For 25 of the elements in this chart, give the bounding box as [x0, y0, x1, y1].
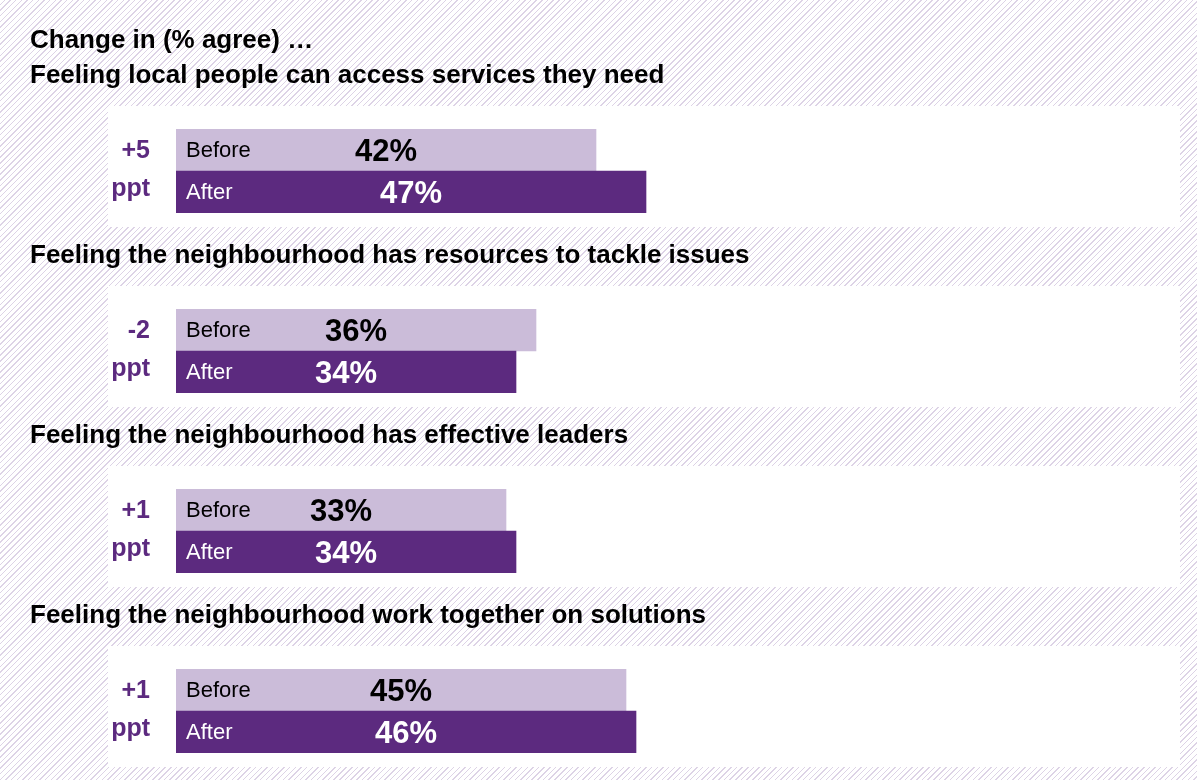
chart-title: Feeling the neighbourhood work together on solutions	[29, 598, 707, 631]
text: -2 ppt	[110, 314, 150, 383]
data-label: 42%	[354, 132, 418, 168]
category-label: After	[186, 539, 233, 565]
text: +1 ppt	[110, 674, 150, 743]
data-label: 34%	[314, 534, 378, 570]
data-label: 46%	[374, 714, 438, 750]
category-label: After	[186, 719, 233, 745]
text: +1 ppt	[110, 494, 150, 563]
chart-title: Change in (% agree) …	[29, 23, 315, 56]
data-label: 36%	[324, 312, 388, 348]
chart-title: Feeling the neighbourhood has effective leaders	[29, 418, 630, 451]
data-label: 47%	[379, 174, 443, 210]
data-label: 34%	[314, 354, 378, 390]
category-label: After	[186, 359, 233, 385]
text: +5 ppt	[110, 134, 150, 203]
category-label: Before	[186, 677, 251, 703]
data-label: 33%	[309, 492, 373, 528]
category-label: After	[186, 179, 233, 205]
chart-title: Feeling the neighbourhood has resources to tackle issues	[29, 238, 751, 271]
category-label: Before	[186, 497, 251, 523]
category-label: Before	[186, 137, 251, 163]
category-label: Before	[186, 317, 251, 343]
data-label: 45%	[369, 672, 433, 708]
chart-subtitle: Feeling local people can access services they need	[29, 58, 666, 91]
